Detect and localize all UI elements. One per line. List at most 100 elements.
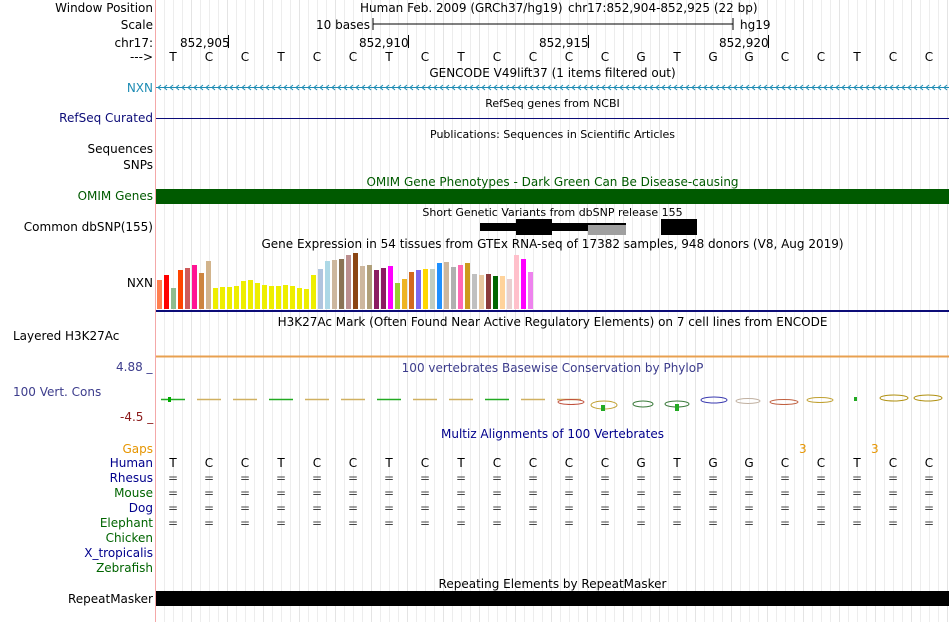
strand-arrow — [313, 84, 318, 91]
alignment-match: = — [671, 471, 683, 485]
strand-arrow — [331, 84, 336, 91]
strand-arrow — [823, 84, 828, 91]
base-letter: C — [888, 50, 898, 64]
repeatmasker-track-title[interactable]: Repeating Elements by RepeatMasker — [438, 577, 667, 591]
alignment-match: = — [563, 516, 575, 530]
strand-arrow — [577, 84, 582, 91]
strand-arrow — [697, 84, 702, 91]
gtex-tissue-bar — [486, 274, 491, 309]
strand-arrow — [367, 84, 372, 91]
species-label[interactable]: Zebrafish — [96, 561, 153, 575]
alignment-match: = — [563, 486, 575, 500]
gtex-tissue-bar — [164, 275, 169, 309]
species-label[interactable]: Human — [109, 456, 153, 470]
alignment-match: = — [779, 486, 791, 500]
strand-arrow — [937, 84, 942, 91]
strand-arrow — [817, 84, 822, 91]
dbsnp-track-title[interactable]: Short Genetic Variants from dbSNP releas… — [422, 206, 683, 219]
strand-arrow — [613, 84, 618, 91]
alignment-match: = — [239, 501, 251, 515]
h3k27ac-track-label[interactable]: Layered H3K27Ac — [13, 329, 120, 343]
alignment-match: = — [743, 501, 755, 515]
publications-snps-label[interactable]: SNPs — [123, 158, 153, 172]
alignment-match: = — [167, 501, 179, 515]
alignment-match: = — [347, 471, 359, 485]
gaps-label: Gaps — [122, 442, 153, 456]
species-label[interactable]: Dog — [128, 501, 153, 515]
species-label[interactable]: X_tropicalis — [84, 546, 153, 560]
alignment-base: C — [888, 456, 898, 470]
strand-arrow — [427, 84, 432, 91]
alignment-match: = — [239, 486, 251, 500]
alignment-match: = — [239, 516, 251, 530]
publications-track-title[interactable]: Publications: Sequences in Scientific Ar… — [430, 128, 675, 141]
alignment-match: = — [635, 516, 647, 530]
alignment-base: T — [277, 456, 285, 470]
base-letter: C — [528, 50, 538, 64]
strand-arrow — [259, 84, 264, 91]
species-label[interactable]: Rhesus — [109, 471, 153, 485]
assembly-title: Human Feb. 2009 (GRCh37/hg19) — [360, 1, 563, 15]
omim-track-label[interactable]: OMIM Genes — [77, 189, 153, 203]
alignment-match: = — [167, 471, 179, 485]
alignment-match: = — [491, 516, 503, 530]
strand-arrow — [673, 84, 678, 91]
strand-arrow — [409, 84, 414, 91]
alignment-match: = — [347, 501, 359, 515]
gencode-track-label[interactable]: NXN — [126, 81, 153, 95]
species-label[interactable]: Chicken — [105, 531, 153, 545]
strand-arrow — [517, 84, 522, 91]
alignment-match: = — [527, 516, 539, 530]
gtex-tissue-bar — [360, 266, 365, 309]
species-label[interactable]: Elephant — [99, 516, 153, 530]
phylop-track-title[interactable]: 100 vertebrates Basewise Conservation by… — [401, 361, 704, 375]
alignment-match: = — [383, 516, 395, 530]
gtex-track-label[interactable]: NXN — [126, 276, 153, 290]
strand-arrow — [919, 84, 924, 91]
alignment-match: = — [383, 471, 395, 485]
strand-arrow — [589, 84, 594, 91]
dbsnp-track-label[interactable]: Common dbSNP(155) — [23, 220, 153, 234]
gencode-track-title[interactable]: GENCODE V49lift37 (1 items filtered out) — [429, 66, 676, 80]
alignment-match: = — [851, 486, 863, 500]
strand-arrow — [529, 84, 534, 91]
alignment-match: = — [923, 516, 935, 530]
alignment-match: = — [707, 486, 719, 500]
phylop-value — [879, 394, 909, 402]
strand-arrow — [205, 84, 210, 91]
alignment-match: = — [635, 471, 647, 485]
tick-label-852910: 852,910 — [359, 36, 409, 50]
base-letter: T — [457, 50, 465, 64]
repeatmasker-feature-bar — [156, 591, 949, 606]
strand-arrow — [343, 84, 348, 91]
strand-arrow — [535, 84, 540, 91]
publications-sequences-label[interactable]: Sequences — [87, 142, 153, 156]
assembly-db: hg19 — [740, 18, 771, 32]
strand-arrow — [751, 84, 756, 91]
gtex-tissue-bar — [255, 283, 260, 309]
multiz-track-title[interactable]: Multiz Alignments of 100 Vertebrates — [440, 427, 665, 441]
alignment-match: = — [815, 486, 827, 500]
refseq-track-label[interactable]: RefSeq Curated — [59, 111, 153, 125]
alignment-match: = — [491, 471, 503, 485]
window-coordinates[interactable]: chr17:852,904-852,925 (22 bp) — [568, 1, 758, 15]
omim-track-title[interactable]: OMIM Gene Phenotypes - Dark Green Can Be… — [366, 175, 739, 189]
phylop-track-label[interactable]: 100 Vert. Cons — [13, 385, 102, 399]
gtex-tissue-bar — [367, 265, 372, 309]
strand-arrow — [727, 84, 732, 91]
gtex-track-title[interactable]: Gene Expression in 54 tissues from GTEx … — [261, 237, 844, 251]
repeatmasker-track-label[interactable]: RepeatMasker — [67, 592, 153, 606]
refseq-track-title[interactable]: RefSeq genes from NCBI — [485, 97, 620, 110]
species-label[interactable]: Mouse — [114, 486, 153, 500]
strand-arrow — [571, 84, 576, 91]
alignment-match: = — [707, 516, 719, 530]
gtex-tissue-bar — [388, 266, 393, 309]
alignment-base: C — [564, 456, 574, 470]
gtex-tissue-bar — [465, 263, 470, 309]
strand-arrow — [739, 84, 744, 91]
phylop-value — [700, 396, 728, 404]
alignment-match: = — [419, 516, 431, 530]
phylop-value — [168, 397, 171, 402]
alignment-match: = — [383, 501, 395, 515]
h3k27ac-track-title[interactable]: H3K27Ac Mark (Often Found Near Active Re… — [277, 315, 828, 329]
